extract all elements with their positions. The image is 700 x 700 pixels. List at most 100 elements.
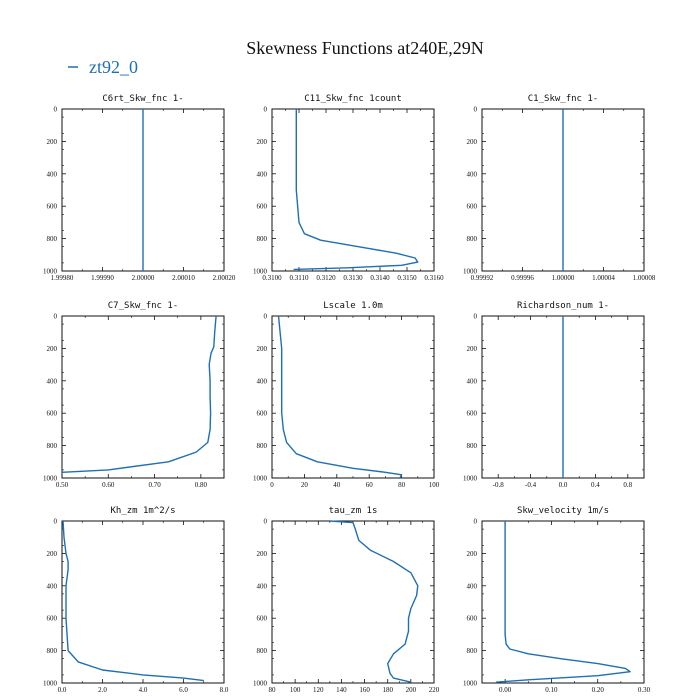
y-tick-label: 600	[467, 615, 478, 623]
x-tick-label: 0.3140	[370, 274, 390, 282]
y-tick-label: 800	[47, 442, 58, 450]
x-tick-label: 8.0	[220, 686, 229, 694]
y-tick-label: 1000	[253, 680, 268, 688]
plot-frame	[271, 520, 435, 684]
x-tick-label: 0.8	[623, 481, 632, 489]
x-tick-label: 140	[336, 686, 347, 694]
x-tick-label: 0.00	[499, 686, 512, 694]
y-tick-label: 400	[47, 170, 58, 178]
y-tick-label: 800	[47, 235, 58, 243]
y-tick-label: 0	[264, 313, 268, 321]
legend-label: zt92_0	[89, 57, 138, 77]
y-tick-label: 0	[474, 106, 478, 114]
y-tick-label: 600	[47, 410, 58, 418]
x-tick-label: 80	[269, 686, 277, 694]
x-tick-label: 0.3150	[397, 274, 417, 282]
x-tick-label: 180	[382, 686, 393, 694]
y-tick-label: 1000	[253, 268, 268, 276]
x-tick-label: 2.0	[98, 686, 107, 694]
x-tick-label: 0	[270, 481, 274, 489]
panel-title: Skw_velocity 1m/s	[517, 506, 609, 516]
y-tick-label: 200	[47, 138, 58, 146]
figure-title: Skewness Functions at240E,29N	[246, 38, 484, 58]
series-line-zt92_0	[277, 315, 403, 479]
x-tick-label: 0.3100	[262, 274, 282, 282]
x-tick-label: 0.70	[148, 481, 161, 489]
x-tick-label: 0.99996	[511, 274, 534, 282]
legend: zt92_0	[68, 57, 138, 77]
x-tick-label: 0.10	[545, 686, 558, 694]
series-line-zt92_0	[293, 109, 419, 271]
x-tick-label: 80	[398, 481, 406, 489]
x-tick-label: 0.3120	[316, 274, 336, 282]
x-tick-label: 2.00010	[172, 274, 195, 282]
panel-title: Lscale 1.0m	[323, 301, 383, 311]
panel-title: C1_Skw_fnc 1-	[528, 94, 598, 104]
y-tick-label: 800	[467, 647, 478, 655]
x-tick-label: 0.60	[102, 481, 115, 489]
panel-9: Skw_velocity 1m/s 0 200 400 600 800 1000 0.00 0.…	[463, 506, 651, 694]
y-tick-label: 1000	[43, 475, 58, 483]
x-tick-label: 1.00000	[552, 274, 575, 282]
y-tick-label: 400	[47, 582, 58, 590]
panel-title: C7_Skw_fnc 1-	[108, 301, 178, 311]
y-tick-label: 1000	[463, 475, 478, 483]
series-line-zt92_0	[495, 521, 631, 683]
y-tick-label: 800	[467, 235, 478, 243]
y-tick-label: 800	[257, 442, 268, 450]
y-tick-label: 1000	[43, 680, 58, 688]
panel-title: C6rt_Skw_fnc 1-	[102, 94, 183, 104]
y-tick-label: 400	[47, 377, 58, 385]
y-tick-label: 600	[467, 410, 478, 418]
y-tick-label: 0	[54, 313, 58, 321]
y-tick-label: 200	[257, 138, 268, 146]
y-tick-label: 200	[467, 138, 478, 146]
plot-frame	[481, 520, 645, 684]
x-tick-label: 6.0	[179, 686, 188, 694]
y-tick-label: 800	[257, 235, 268, 243]
y-tick-label: 0	[264, 518, 268, 526]
x-tick-label: 1.00008	[633, 274, 656, 282]
y-tick-label: 800	[257, 647, 268, 655]
x-tick-label: 100	[429, 481, 440, 489]
y-tick-label: 600	[47, 203, 58, 211]
x-tick-label: 0.3130	[343, 274, 363, 282]
x-tick-label: 40	[333, 481, 341, 489]
y-tick-label: 600	[257, 410, 268, 418]
x-tick-label: 0.50	[56, 481, 69, 489]
y-tick-label: 1000	[253, 475, 268, 483]
y-tick-label: 600	[257, 615, 268, 623]
x-tick-label: 0.30	[638, 686, 651, 694]
panel-title: C11_Skw_fnc 1count	[304, 94, 402, 104]
y-tick-label: 0	[264, 106, 268, 114]
x-tick-label: 2.00000	[132, 274, 155, 282]
x-tick-label: 1.99980	[51, 274, 74, 282]
x-tick-label: 220	[429, 686, 440, 694]
x-tick-label: 2.00020	[213, 274, 236, 282]
x-tick-label: 20	[301, 481, 309, 489]
series-line-zt92_0	[329, 520, 419, 683]
panel-title: Richardson_num 1-	[517, 301, 609, 311]
x-tick-label: 0.99992	[471, 274, 494, 282]
y-tick-label: 400	[467, 170, 478, 178]
y-tick-label: 0	[54, 518, 58, 526]
series-line-zt92_0	[61, 315, 217, 473]
plot-frame	[61, 520, 225, 684]
y-tick-label: 400	[467, 582, 478, 590]
y-tick-label: 800	[47, 647, 58, 655]
x-tick-label: 0.0	[559, 481, 568, 489]
x-tick-label: 120	[313, 686, 324, 694]
y-tick-label: 400	[257, 377, 268, 385]
panel-6: Richardson_num 1- 0 200 400 600 800 1000 -0.8 -0…	[463, 301, 645, 489]
x-tick-label: 160	[359, 686, 370, 694]
y-tick-label: 200	[257, 550, 268, 558]
y-tick-label: 0	[474, 313, 478, 321]
x-tick-label: -0.4	[525, 481, 537, 489]
x-tick-label: 0.20	[592, 686, 605, 694]
x-tick-label: 200	[406, 686, 417, 694]
panel-title: tau_zm 1s	[329, 506, 378, 516]
